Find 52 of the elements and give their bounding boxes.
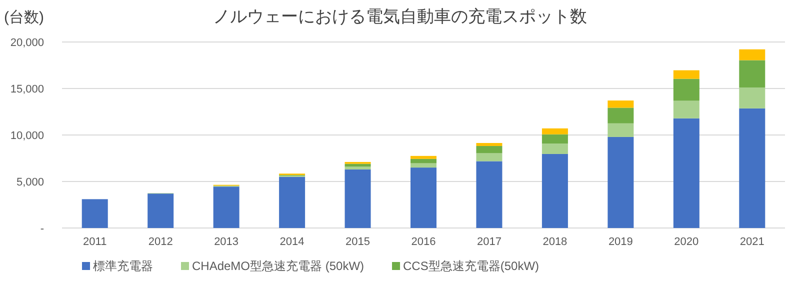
x-tick-label: 2015: [346, 236, 370, 248]
y-tick-label: 15,000: [10, 84, 44, 96]
y-tick-label: -: [40, 223, 44, 235]
legend-label: CHAdeMO型急速充電器 (50kW): [192, 259, 364, 273]
bar: [344, 164, 371, 167]
bar: [148, 194, 174, 228]
y-axis-title: (台数): [4, 9, 44, 26]
bar: [410, 168, 436, 228]
bar: [608, 100, 634, 108]
bar: [344, 169, 371, 228]
x-tick-label: 2014: [280, 236, 304, 248]
bar: [673, 100, 700, 118]
x-tick-label: 2011: [83, 236, 107, 248]
y-tick-label: 20,000: [10, 37, 44, 49]
bar: [542, 128, 568, 134]
bar: [673, 78, 700, 101]
bar: [542, 154, 568, 228]
bar: [410, 158, 436, 164]
legend-label: 標準充電器: [93, 259, 153, 273]
x-tick-label: 2012: [148, 236, 173, 248]
bar: [739, 60, 766, 88]
bar: [476, 161, 502, 228]
chart-title: ノルウェーにおける電気自動車の充電スポット数: [213, 7, 587, 26]
legend-label: CCS型急速充電器(50kW): [403, 259, 540, 273]
bar: [608, 123, 634, 137]
x-tick-label: 2016: [411, 236, 436, 248]
bar: [279, 176, 306, 228]
x-tick-label: 2018: [542, 236, 568, 248]
bar: [739, 108, 766, 228]
bar: [476, 146, 502, 154]
bar: [213, 186, 240, 228]
bar: [476, 143, 502, 146]
bar: [673, 70, 700, 79]
bar: [344, 166, 371, 170]
bar: [410, 163, 436, 168]
bar: [476, 153, 502, 162]
bar: [542, 144, 568, 154]
x-tick-label: 2013: [214, 236, 239, 248]
bar: [542, 134, 568, 144]
bar: [739, 87, 766, 108]
y-tick-label: 10,000: [10, 130, 44, 142]
bar: [82, 199, 108, 228]
x-tick-label: 2019: [608, 236, 633, 248]
y-tick-label: 5,000: [16, 176, 44, 188]
x-tick-label: 2020: [674, 236, 699, 248]
bar: [739, 49, 766, 60]
bar: [608, 136, 634, 228]
x-tick-label: 2021: [740, 236, 764, 248]
bar: [673, 118, 700, 228]
bar: [608, 108, 634, 124]
bar: [410, 156, 436, 159]
x-tick-label: 2017: [476, 236, 502, 248]
